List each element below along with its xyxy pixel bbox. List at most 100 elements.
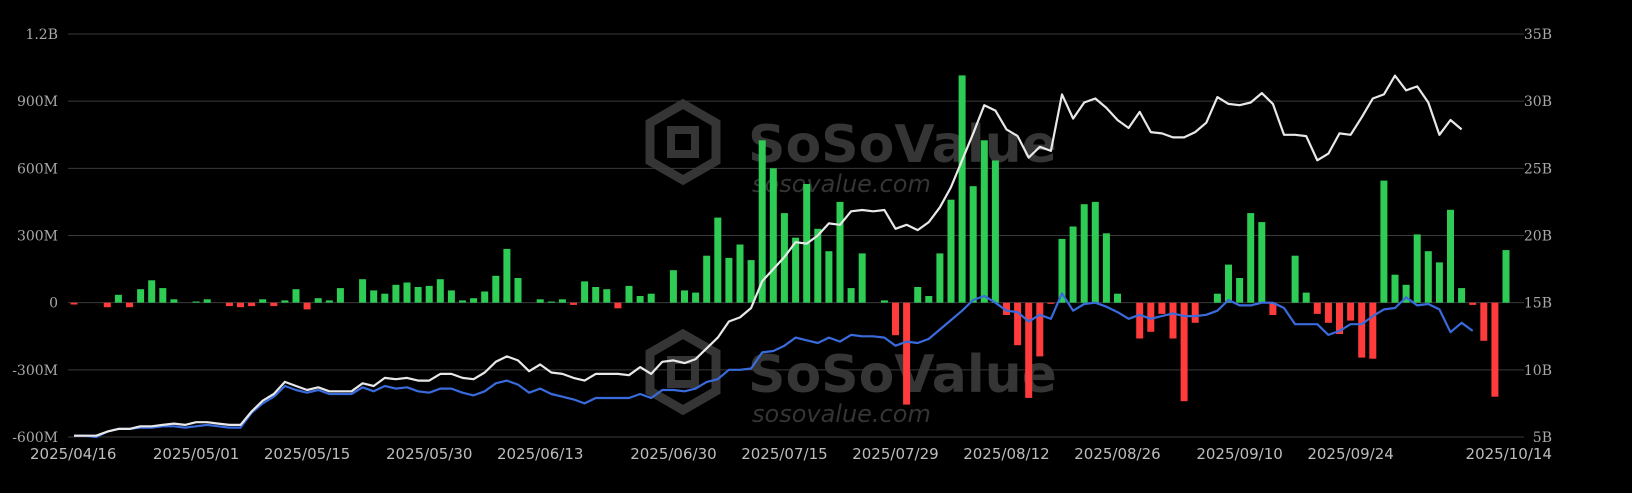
left-axis-ticks: -600M -300M 0 300M 600M 900M 1.2B (12, 27, 58, 446)
sosovalue-logo-icon (645, 98, 721, 186)
x-tick-label: 2025/10/14 (1466, 445, 1552, 463)
inflow-bar (1058, 238, 1066, 303)
outflow-bar (103, 302, 111, 308)
inflow-bar (1380, 180, 1388, 303)
outflow-bar (892, 302, 899, 336)
outflow-bar (1169, 302, 1177, 339)
left-tick-label: 300M (17, 229, 58, 245)
watermark-brand-2: SoSoValue (748, 345, 1057, 405)
outflow-bar (237, 302, 244, 308)
right-tick-label: 20B (1524, 229, 1552, 245)
inflow-bar (281, 300, 289, 303)
inflow-bar (314, 298, 322, 303)
outflow-bar (270, 302, 278, 307)
inflow-bar (436, 279, 444, 303)
left-tick-label: 1.2B (25, 27, 58, 43)
inflow-bar (1102, 233, 1110, 303)
inflow-bar (1447, 209, 1454, 303)
inflow-bar (947, 199, 955, 303)
inflow-bar (581, 281, 589, 303)
right-tick-label: 30B (1524, 94, 1552, 110)
inflow-bar (836, 201, 844, 303)
outflow-bar (1358, 302, 1366, 358)
outflow-bar (1180, 302, 1188, 402)
outflow-bar (903, 302, 911, 405)
inflow-bar (858, 253, 866, 303)
inflow-bar (1402, 284, 1410, 303)
left-tick-label: -600M (12, 430, 58, 446)
right-tick-label: 10B (1524, 363, 1552, 379)
inflow-bar (647, 293, 655, 303)
right-axis-ticks: 5B 10B 15B 20B 25B 30B 35B (1524, 27, 1552, 446)
inflow-bar (1247, 213, 1255, 303)
inflow-bar (192, 301, 200, 303)
watermark-url: sosovalue.com (752, 170, 931, 198)
outflow-bar (1191, 302, 1199, 323)
watermark-group: SoSoValue sosovalue.com SoSoValue sosova… (645, 98, 1057, 428)
inflow-bar (714, 217, 722, 303)
inflow-bar (470, 298, 478, 303)
inflow-bar (1435, 262, 1443, 303)
right-tick-label: 5B (1533, 430, 1552, 446)
inflow-bar (370, 290, 378, 303)
inflow-bar (558, 299, 566, 303)
inflow-bar (825, 251, 833, 303)
outflow-bar (1269, 302, 1277, 315)
inflow-bar (481, 291, 489, 303)
outflow-bar (1025, 302, 1033, 398)
inflow-bar (681, 290, 688, 303)
outflow-bar (70, 302, 78, 305)
inflow-bar (148, 280, 156, 303)
inflow-bar (1424, 251, 1432, 303)
inflow-bar (725, 257, 733, 303)
inflow-bar (1502, 250, 1510, 303)
inflow-bar (1302, 292, 1310, 303)
inflow-bar (980, 140, 988, 303)
inflow-bar (969, 186, 977, 303)
outflow-bar (1014, 302, 1022, 346)
inflow-bar (1114, 293, 1121, 303)
outflow-bar (1336, 302, 1343, 334)
inflow-bar (1069, 226, 1077, 303)
inflow-bar (425, 285, 433, 303)
outflow-bar (1047, 302, 1055, 304)
outflow-bar (1324, 302, 1332, 323)
inflow-bar (936, 253, 944, 303)
inflow-bar (514, 278, 522, 303)
watermark-brand: SoSoValue (748, 115, 1057, 175)
inflow-bar (1291, 255, 1299, 303)
inflow-bar (170, 299, 178, 303)
inflow-bar (925, 296, 933, 303)
x-tick-label: 2025/05/30 (386, 445, 472, 463)
grid-lines (68, 33, 1524, 438)
inflow-bar (359, 279, 367, 303)
inflow-bar (414, 287, 422, 303)
inflow-bar (592, 287, 600, 303)
inflow-bar (325, 300, 333, 303)
outflow-bar (225, 302, 233, 307)
inflow-bar (1458, 288, 1466, 303)
outflow-bar (1036, 302, 1044, 357)
cumulative-line-white (74, 74, 1463, 437)
inflow-bar (403, 282, 411, 303)
inflow-bar (292, 289, 300, 303)
inflow-bar (459, 300, 466, 303)
inflow-bar (914, 287, 922, 303)
inflow-bar (1258, 222, 1266, 303)
inflow-bar (447, 290, 455, 303)
inflow-bar (736, 244, 744, 303)
outflow-bar (1313, 302, 1321, 314)
inflow-bar (381, 293, 389, 303)
inflow-bar (603, 289, 611, 303)
right-tick-label: 35B (1524, 27, 1552, 43)
outflow-bar (1480, 302, 1488, 341)
x-tick-label: 2025/08/12 (963, 445, 1049, 463)
outflow-bar (1347, 302, 1355, 321)
inflow-bar (1391, 274, 1399, 303)
inflow-bar (1213, 293, 1221, 303)
outflow-bar (614, 302, 622, 309)
inflow-bar (792, 237, 800, 303)
outflow-bar (248, 302, 256, 307)
inflow-bar (259, 299, 267, 303)
